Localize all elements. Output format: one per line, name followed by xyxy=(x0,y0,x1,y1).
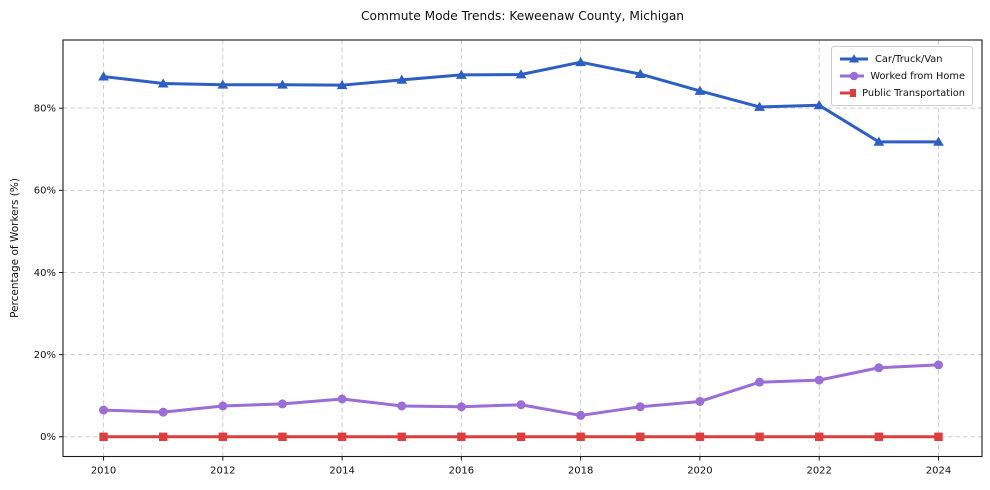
marker-car-truck-van xyxy=(336,79,348,90)
y-tick-label: 80% xyxy=(34,103,56,114)
marker-car-truck-van xyxy=(217,79,229,89)
legend-item-car-truck-van: Car/Truck/Van xyxy=(839,52,965,66)
marker-worked-from-home xyxy=(695,396,705,406)
legend-circle-icon xyxy=(840,71,865,81)
y-tick-label: 0% xyxy=(40,432,56,443)
marker-public-transportation xyxy=(934,432,943,441)
legend-label: Public Transportation xyxy=(862,87,965,99)
marker-public-transportation xyxy=(874,432,884,441)
marker-worked-from-home xyxy=(277,399,287,409)
marker-car-truck-van xyxy=(157,78,169,88)
x-tick-label: 2016 xyxy=(449,466,474,477)
x-tick-label: 2018 xyxy=(568,466,593,477)
marker-worked-from-home xyxy=(755,377,765,387)
marker-car-truck-van xyxy=(575,56,587,67)
marker-car-truck-van xyxy=(933,136,944,146)
legend-item-public-transportation: Public Transportation xyxy=(839,86,965,100)
y-tick-label: 40% xyxy=(34,268,56,279)
legend-label: Car/Truck/Van xyxy=(875,53,943,65)
chart-title: Commute Mode Trends: Keweenaw County, Mi… xyxy=(360,9,685,23)
marker-car-truck-van xyxy=(873,136,885,146)
marker-public-transportation xyxy=(158,432,168,441)
marker-worked-from-home xyxy=(576,410,586,420)
marker-public-transportation xyxy=(218,432,228,441)
marker-car-truck-van xyxy=(754,101,765,111)
x-tick-label: 2010 xyxy=(91,466,116,477)
marker-car-truck-van xyxy=(98,71,109,81)
legend-square-icon xyxy=(840,89,857,97)
marker-public-transportation xyxy=(457,432,466,441)
marker-worked-from-home xyxy=(99,405,109,415)
marker-worked-from-home xyxy=(814,375,824,385)
marker-car-truck-van xyxy=(694,85,706,95)
x-tick-label: 2014 xyxy=(329,466,354,477)
marker-car-truck-van xyxy=(277,79,288,89)
legend: Car/Truck/Van Worked from Home Public Tran… xyxy=(831,46,973,106)
legend-triangle-icon xyxy=(840,54,868,63)
marker-car-truck-van xyxy=(634,68,646,78)
marker-public-transportation xyxy=(636,432,645,441)
marker-worked-from-home xyxy=(397,401,407,411)
marker-public-transportation xyxy=(755,432,764,441)
marker-worked-from-home xyxy=(874,363,884,373)
marker-worked-from-home xyxy=(635,402,645,412)
y-tick-label: 20% xyxy=(34,350,56,361)
x-tick-label: 2020 xyxy=(687,466,712,477)
x-tick-label: 2024 xyxy=(926,466,951,477)
marker-public-transportation xyxy=(337,432,347,441)
marker-car-truck-van xyxy=(515,69,527,79)
marker-public-transportation xyxy=(695,432,705,441)
marker-worked-from-home xyxy=(158,407,168,417)
marker-public-transportation xyxy=(99,432,108,441)
y-tick-label: 60% xyxy=(34,186,56,197)
marker-car-truck-van xyxy=(396,74,408,84)
legend-label: Worked from Home xyxy=(870,70,965,82)
marker-public-transportation xyxy=(576,432,585,441)
marker-public-transportation xyxy=(814,432,824,441)
marker-car-truck-van xyxy=(455,69,467,79)
marker-public-transportation xyxy=(278,432,287,441)
marker-worked-from-home xyxy=(456,402,466,412)
marker-worked-from-home xyxy=(516,400,526,410)
marker-worked-from-home xyxy=(337,394,347,404)
marker-public-transportation xyxy=(516,432,526,441)
marker-car-truck-van xyxy=(813,100,825,110)
marker-public-transportation xyxy=(397,432,406,441)
marker-worked-from-home xyxy=(218,401,228,411)
x-tick-label: 2012 xyxy=(210,466,235,477)
marker-worked-from-home xyxy=(933,360,943,370)
axes-frame xyxy=(62,39,983,458)
legend-item-worked-from-home: Worked from Home xyxy=(839,69,965,83)
x-tick-label: 2022 xyxy=(806,466,831,477)
